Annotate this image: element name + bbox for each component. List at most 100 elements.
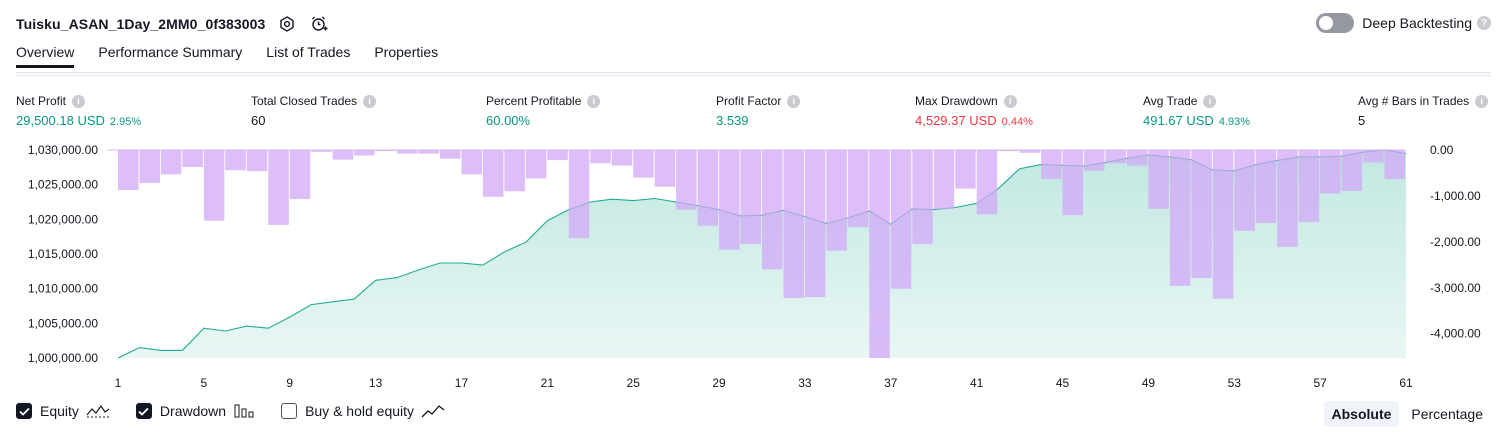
legend-equity[interactable]: Equity xyxy=(16,403,110,419)
x-axis-tick: 33 xyxy=(798,376,812,390)
equity-drawdown-chart[interactable]: 1,030,000.00 1,025,000.00 1,020,000.00 1,01… xyxy=(0,140,1507,395)
legend-drawdown[interactable]: Drawdown xyxy=(135,403,255,419)
x-axis-tick: 21 xyxy=(541,376,555,390)
right-axis-tick: 0.00 xyxy=(1430,143,1454,157)
percentage-button[interactable]: Percentage xyxy=(1411,406,1483,422)
buy-hold-line-icon xyxy=(421,403,445,419)
right-y-axis: 0.00 -1,000.00 -2,000.00 -3,000.00 -4,000.00 xyxy=(1430,143,1481,341)
drawdown-bar xyxy=(1341,150,1363,191)
drawdown-bar xyxy=(611,150,633,166)
deep-backtesting-toggle[interactable] xyxy=(1316,13,1355,33)
drawdown-bar xyxy=(976,150,998,215)
metric-value: 5 xyxy=(1358,113,1366,128)
info-icon[interactable]: i xyxy=(787,94,801,108)
equity-checkbox[interactable] xyxy=(16,403,32,419)
drawdown-bar xyxy=(139,150,160,184)
drawdown-bar xyxy=(1169,150,1191,286)
legend-drawdown-label: Drawdown xyxy=(159,403,227,419)
drawdown-bar xyxy=(332,150,354,160)
drawdown-bar xyxy=(482,150,504,197)
info-icon[interactable]: i xyxy=(1203,94,1217,108)
metric-percent-profitable: Percent Profitable i 60.00% xyxy=(486,94,601,128)
info-icon[interactable]: i xyxy=(363,94,377,108)
drawdown-bar xyxy=(955,150,976,189)
info-icon[interactable]: i xyxy=(72,94,86,108)
drawdown-bar xyxy=(847,150,869,228)
info-icon[interactable]: i xyxy=(587,94,601,108)
legend-buy-hold[interactable]: Buy & hold equity xyxy=(281,403,445,419)
x-axis-tick: 61 xyxy=(1399,376,1413,390)
metric-value: 60.00% xyxy=(486,113,531,128)
drawdown-bar xyxy=(311,150,332,152)
metric-label: Percent Profitable xyxy=(486,94,582,108)
tab-performance-summary[interactable]: Performance Summary xyxy=(98,44,243,60)
x-axis-tick: 1 xyxy=(115,376,122,390)
metric-percent: 2.95% xyxy=(109,116,142,128)
add-alert-icon[interactable] xyxy=(309,14,329,34)
tabs-divider-shadow xyxy=(16,74,1491,77)
metric-percent: 0.44% xyxy=(1001,116,1033,128)
scale-mode-switch: Absolute Percentage xyxy=(1320,401,1492,427)
drawdown-checkbox[interactable] xyxy=(135,403,152,419)
metric-label: Avg Trade xyxy=(1143,94,1198,108)
toggle-knob xyxy=(1319,16,1334,30)
metric-avg-bars: Avg # Bars in Trades i 5 xyxy=(1358,94,1489,128)
metric-label: Profit Factor xyxy=(716,94,782,108)
chart-legend: Equity Drawdown Buy & hold equity xyxy=(16,403,471,419)
metric-value: 3.539 xyxy=(716,113,749,128)
tab-list-of-trades[interactable]: List of Trades xyxy=(266,44,351,60)
drawdown-bar xyxy=(890,150,912,289)
drawdown-bar xyxy=(1212,150,1234,299)
right-axis-tick: -3,000.00 xyxy=(1430,281,1481,295)
x-axis-tick: 45 xyxy=(1056,376,1070,390)
drawdown-bar xyxy=(568,150,590,239)
drawdown-bar xyxy=(1384,150,1405,179)
deep-backtesting-control: Deep Backtesting ? xyxy=(1316,13,1491,33)
metric-value: 491.67 USD xyxy=(1143,113,1214,128)
deep-backtesting-label: Deep Backtesting xyxy=(1362,15,1472,31)
left-axis-tick: 1,005,000.00 xyxy=(28,316,98,330)
drawdown-bar xyxy=(504,150,525,192)
x-axis-tick: 49 xyxy=(1142,376,1156,390)
x-axis-tick: 37 xyxy=(884,376,898,390)
help-icon[interactable]: ? xyxy=(1477,16,1491,30)
x-axis-tick: 29 xyxy=(712,376,726,390)
drawdown-bar xyxy=(1320,150,1341,194)
strategy-header: Tuisku_ASAN_1Day_2MM0_0f383003 xyxy=(16,12,329,36)
info-icon[interactable]: i xyxy=(1475,94,1489,108)
tab-properties[interactable]: Properties xyxy=(374,44,439,60)
legend-equity-label: Equity xyxy=(40,403,79,419)
drawdown-bar xyxy=(1041,150,1062,179)
drawdown-bar xyxy=(160,150,182,175)
x-axis: 1 5 9 13 17 21 25 29 33 37 41 45 49 53 57 61 xyxy=(115,376,1413,390)
drawdown-bar xyxy=(633,150,654,178)
drawdown-bar xyxy=(1148,150,1169,209)
x-axis-tick: 53 xyxy=(1228,376,1242,390)
absolute-button[interactable]: Absolute xyxy=(1323,401,1400,427)
drawdown-bar xyxy=(246,150,268,172)
settings-icon[interactable] xyxy=(277,14,297,34)
drawdown-bar xyxy=(1255,150,1277,223)
drawdown-bar xyxy=(525,150,547,179)
drawdown-bar xyxy=(1277,150,1298,247)
metric-label: Avg # Bars in Trades xyxy=(1358,94,1470,108)
info-icon[interactable]: i xyxy=(1003,94,1017,108)
tab-overview[interactable]: Overview xyxy=(16,44,75,68)
left-axis-tick: 1,000,000.00 xyxy=(28,351,98,365)
drawdown-bar xyxy=(590,150,611,164)
metric-avg-trade: Avg Trade i 491.67 USD 4.93% xyxy=(1143,94,1250,128)
metric-value: 4,529.37 USD xyxy=(915,113,997,128)
buy-hold-checkbox[interactable] xyxy=(281,403,298,419)
drawdown-bar xyxy=(1084,150,1105,171)
drawdown-bar xyxy=(225,150,246,171)
metric-percent: 4.93% xyxy=(1218,116,1251,128)
left-axis-tick: 1,020,000.00 xyxy=(28,212,98,226)
drawdown-bar xyxy=(1062,150,1083,216)
drawdown-bar xyxy=(440,150,461,159)
metric-label: Max Drawdown xyxy=(915,94,998,108)
drawdown-bar xyxy=(118,150,139,190)
equity-line-icon xyxy=(86,403,110,419)
drawdown-bar xyxy=(289,150,311,200)
drawdown-bar xyxy=(783,150,804,298)
metric-profit-factor: Profit Factor i 3.539 xyxy=(716,94,801,128)
